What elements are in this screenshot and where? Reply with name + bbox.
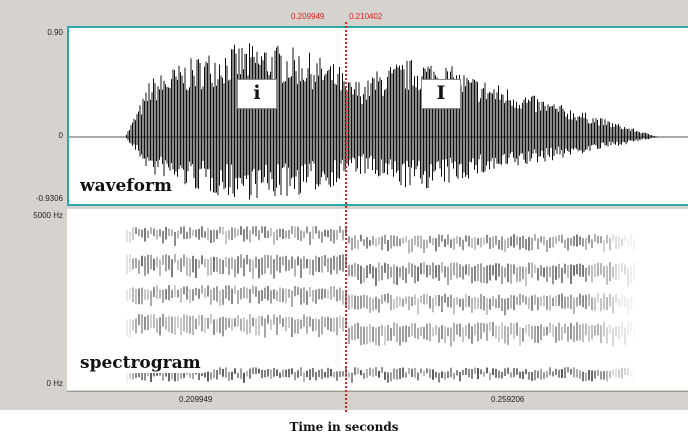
waveform-y-zero-label: 0 <box>58 131 63 140</box>
waveform-label: waveform <box>77 176 175 196</box>
waveform-y-min-label: -0.9306 <box>35 194 63 203</box>
segment-label-i: i <box>237 79 277 109</box>
cursor-start-time: 0.209949 <box>291 12 325 21</box>
waveform-y-max-label: 0.90 <box>47 28 63 37</box>
spectrogram-plot <box>126 226 635 384</box>
cursor-time-readout: 0.209949 0.210402 <box>0 11 688 23</box>
sound-editor-window: 0.209949 0.210402 0.90 0 -0.9306 5000 Hz… <box>0 0 688 410</box>
time-tick-1: 0.209949 <box>179 395 213 404</box>
time-cursor-line[interactable] <box>345 22 347 412</box>
spectrogram-y-bottom-label: 0 Hz <box>46 379 63 388</box>
time-axis-title: Time in seconds <box>289 420 399 434</box>
time-ruler[interactable]: 0.209949 0.259206 <box>67 391 688 410</box>
time-tick-2: 0.259206 <box>491 395 525 404</box>
waveform-plot <box>69 43 688 200</box>
spectrogram-label: spectrogram <box>77 353 204 373</box>
segment-label-I: I <box>421 79 461 109</box>
cursor-end-time: 0.210402 <box>349 12 383 21</box>
spectrogram-y-top-label: 5000 Hz <box>33 211 63 220</box>
